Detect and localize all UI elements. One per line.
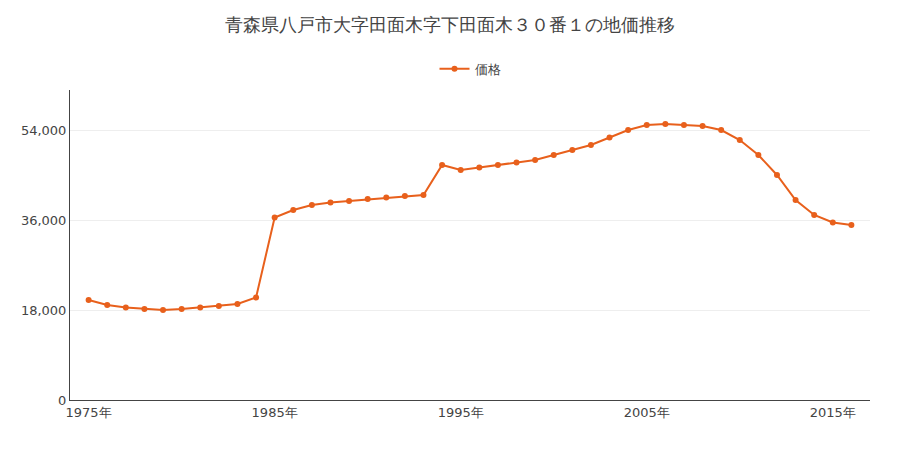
svg-text:36,000: 36,000 xyxy=(21,213,67,228)
svg-text:18,000: 18,000 xyxy=(21,303,67,318)
svg-text:0: 0 xyxy=(58,393,66,408)
svg-text:54,000: 54,000 xyxy=(21,123,67,138)
svg-text:2015年: 2015年 xyxy=(810,405,856,420)
svg-text:1985年: 1985年 xyxy=(252,405,298,420)
svg-text:1995年: 1995年 xyxy=(438,405,484,420)
svg-text:価格: 価格 xyxy=(475,62,501,77)
svg-text:青森県八戸市大字田面木字下田面木３０番１の地価推移: 青森県八戸市大字田面木字下田面木３０番１の地価推移 xyxy=(225,14,675,35)
svg-text:2005年: 2005年 xyxy=(624,405,670,420)
svg-text:1975年: 1975年 xyxy=(66,405,112,420)
